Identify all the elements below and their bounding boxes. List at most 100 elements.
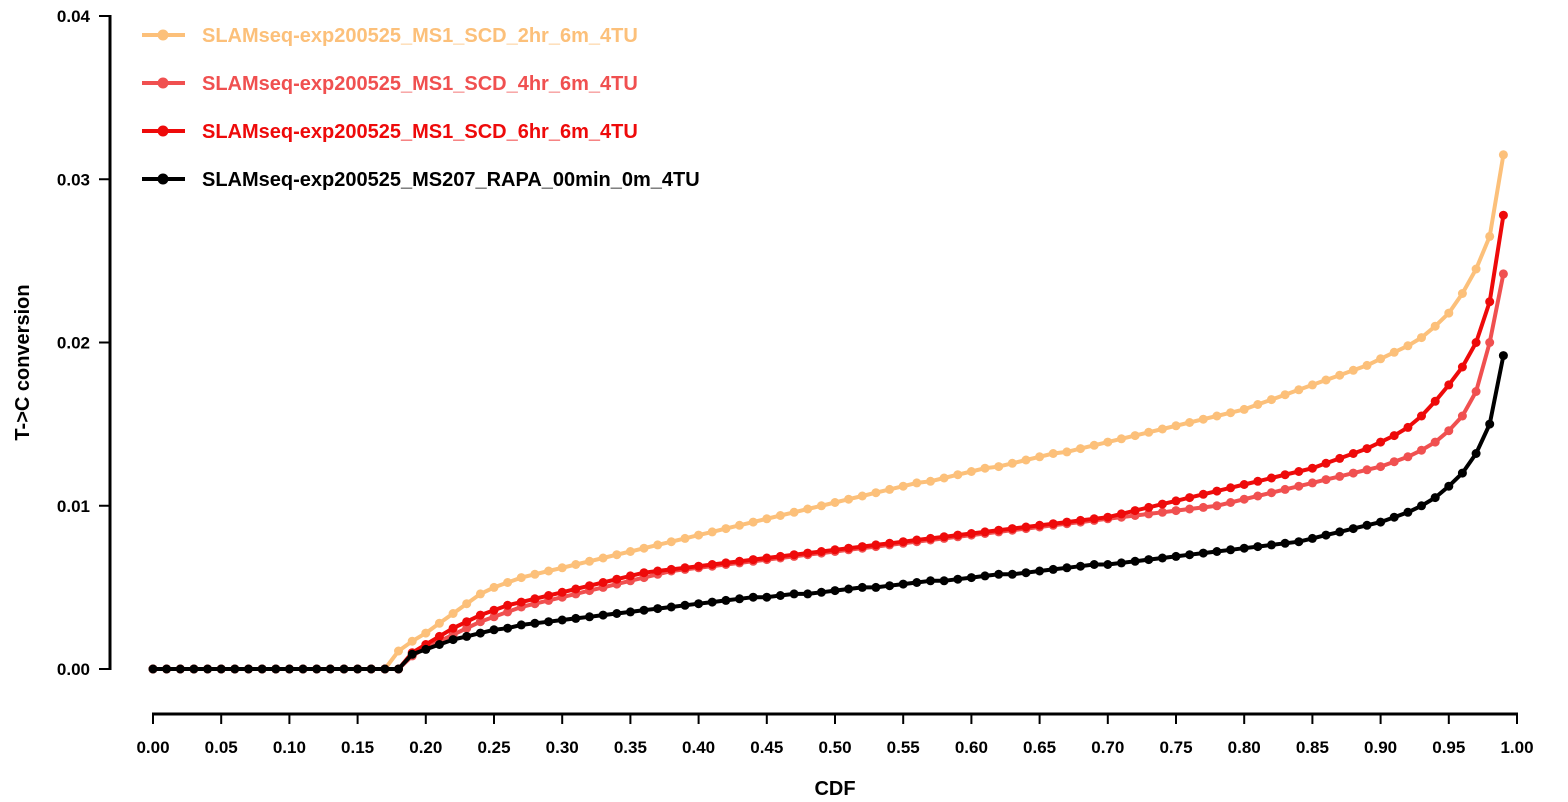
x-tick-label: 0.20: [409, 738, 442, 757]
data-point: [762, 514, 772, 524]
data-point: [462, 599, 472, 609]
data-point: [503, 607, 513, 617]
data-point: [748, 555, 758, 565]
data-point: [680, 563, 690, 573]
x-tick-label: 1.00: [1500, 738, 1533, 757]
data-point: [434, 631, 444, 641]
data-point: [1389, 512, 1399, 522]
data-point: [653, 604, 663, 614]
data-point: [1048, 564, 1058, 574]
legend-item: SLAMseq-exp200525_MS1_SCD_4hr_6m_4TU: [142, 73, 638, 95]
data-point: [325, 664, 335, 674]
data-point: [1144, 427, 1154, 437]
data-point: [789, 589, 799, 599]
data-point: [830, 586, 840, 596]
data-point: [694, 599, 704, 609]
data-point: [748, 592, 758, 602]
data-point: [1307, 380, 1317, 390]
data-point: [844, 543, 854, 553]
data-point: [1417, 333, 1426, 343]
data-point: [598, 553, 608, 563]
data-point: [1226, 498, 1236, 507]
x-tick-label: 0.65: [1023, 738, 1056, 757]
data-point: [1089, 440, 1099, 450]
data-point: [1471, 338, 1481, 347]
data-point: [544, 617, 554, 627]
data-point: [1212, 547, 1222, 556]
data-point: [1307, 533, 1317, 543]
x-tick-label: 0.30: [546, 738, 579, 757]
data-point: [885, 484, 895, 494]
data-point: [475, 617, 485, 627]
data-point: [844, 584, 854, 594]
data-point: [216, 664, 226, 674]
series-line: [153, 214, 1506, 671]
data-point: [707, 560, 717, 569]
data-point: [1457, 468, 1467, 478]
data-point: [1103, 437, 1113, 447]
axes: [108, 15, 1518, 716]
data-point: [1007, 458, 1017, 468]
data-point: [244, 664, 253, 674]
data-point: [557, 615, 567, 625]
data-point: [1253, 476, 1263, 486]
data-point: [980, 463, 990, 473]
data-point: [1171, 496, 1181, 506]
data-point: [980, 571, 990, 581]
data-point: [1089, 514, 1099, 524]
data-point: [1198, 489, 1208, 499]
data-point: [1389, 431, 1399, 441]
data-point: [953, 530, 963, 540]
data-point: [1417, 445, 1426, 455]
data-point: [462, 631, 472, 641]
data-point: [1171, 551, 1181, 561]
y-tick-label: 0.00: [57, 660, 90, 679]
data-point: [1321, 375, 1331, 385]
data-point: [1198, 548, 1208, 558]
data-point: [434, 618, 444, 628]
data-point: [353, 664, 363, 674]
data-point: [1239, 480, 1249, 489]
data-point: [1280, 390, 1290, 400]
data-point: [1280, 470, 1290, 480]
legend-swatch-marker: [157, 173, 169, 185]
data-point: [1267, 395, 1276, 405]
data-point: [1007, 569, 1017, 579]
data-point: [1239, 494, 1249, 504]
data-point: [1321, 458, 1331, 468]
data-point: [557, 587, 567, 597]
data-point: [830, 498, 840, 507]
data-point: [1171, 421, 1181, 431]
data-point: [1103, 512, 1113, 522]
x-tick-label: 0.50: [818, 738, 851, 757]
data-point: [571, 613, 581, 623]
data-point: [462, 617, 472, 627]
data-point: [953, 574, 963, 584]
data-point: [666, 537, 676, 547]
data-point: [639, 543, 649, 553]
data-point: [516, 597, 526, 607]
data-point: [625, 547, 635, 556]
data-point: [898, 579, 908, 589]
data-point: [1157, 424, 1167, 434]
x-tick-label: 0.35: [614, 738, 647, 757]
x-axis-ticks: 0.00 0.05 0.10 0.15 0.20 0.25 0.30 0.35 0.40 0.45…: [136, 714, 1534, 757]
data-point: [994, 569, 1004, 579]
data-point: [1362, 520, 1372, 530]
data-point: [625, 607, 635, 617]
data-point: [1116, 509, 1126, 519]
data-point: [1457, 411, 1467, 421]
data-point: [871, 540, 881, 550]
data-point: [571, 584, 581, 594]
data-point: [775, 551, 785, 561]
data-point: [489, 582, 499, 592]
data-point: [912, 478, 922, 488]
x-tick-label: 0.80: [1228, 738, 1261, 757]
data-point: [994, 525, 1004, 535]
legend-item: SLAMseq-exp200525_MS1_SCD_2hr_6m_4TU: [142, 25, 638, 47]
data-point: [1294, 481, 1304, 491]
data-point: [366, 664, 376, 674]
data-point: [1403, 341, 1413, 351]
data-point: [666, 602, 676, 612]
data-point: [775, 591, 785, 600]
